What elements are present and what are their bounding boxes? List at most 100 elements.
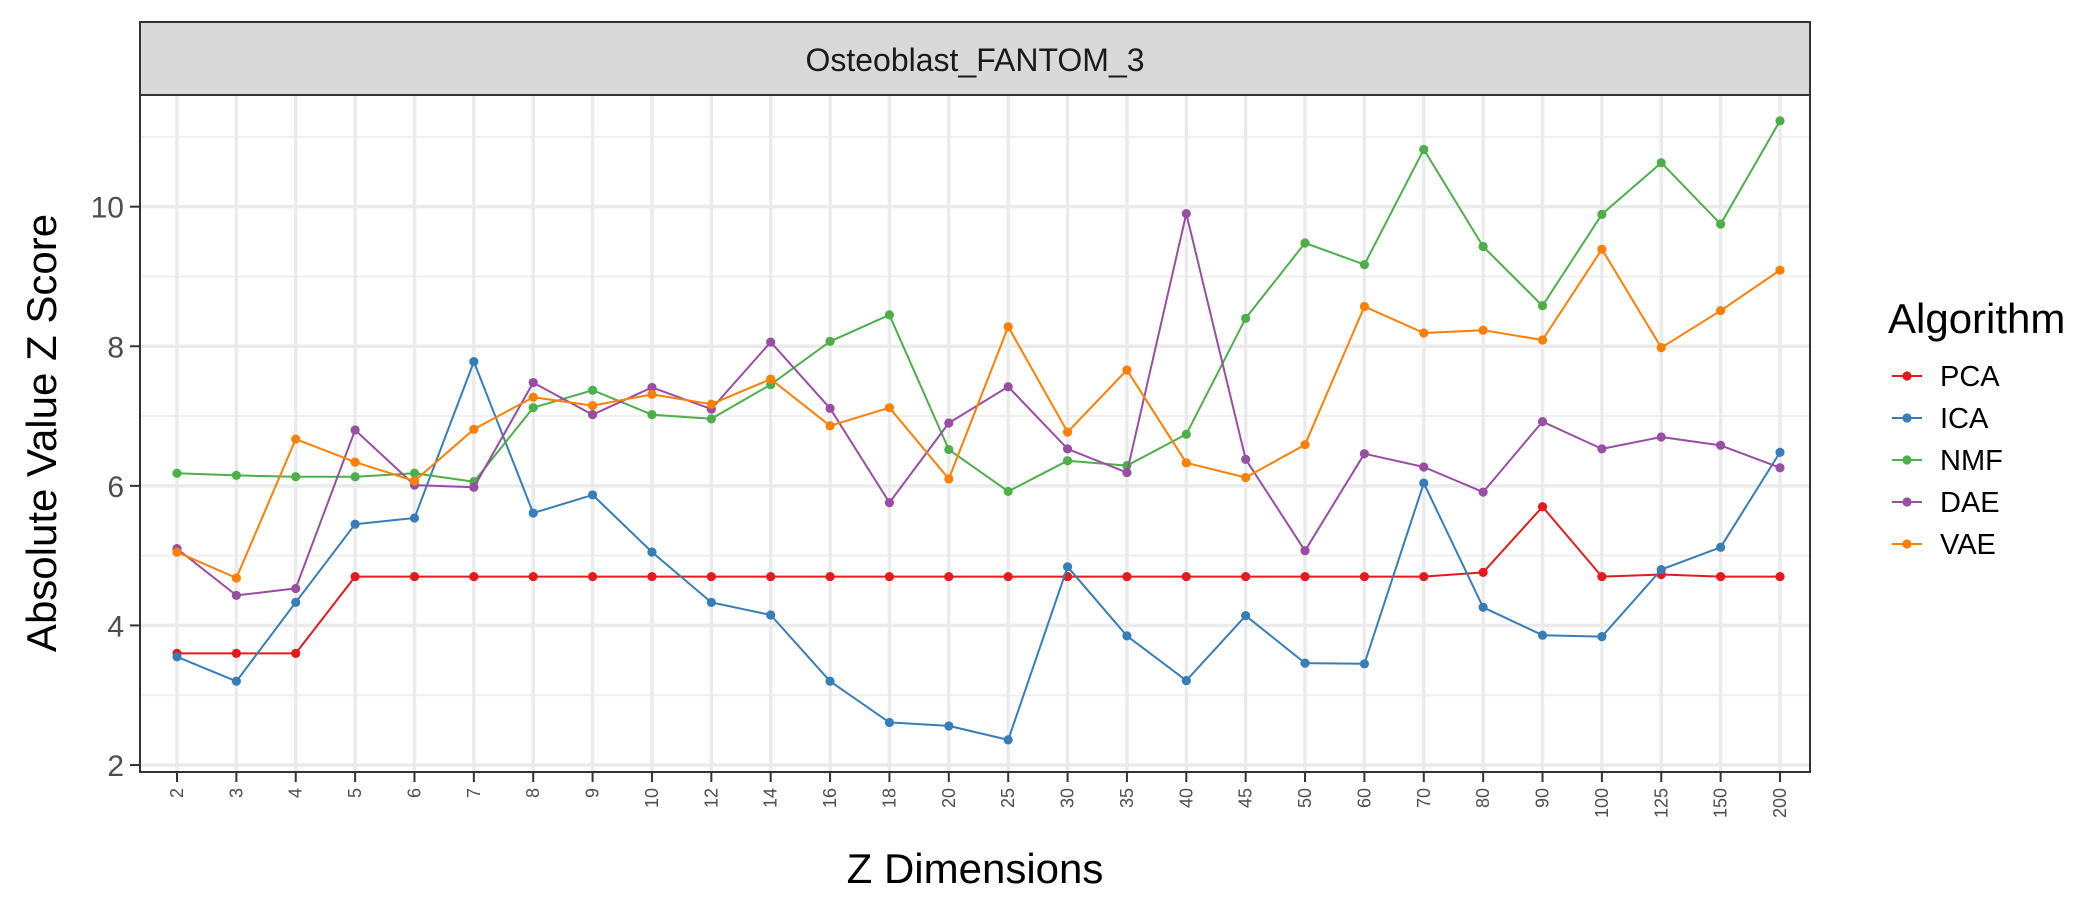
x-tick-label: 14 xyxy=(761,788,781,808)
data-point-dae xyxy=(1419,462,1429,472)
x-tick-label: 18 xyxy=(879,788,899,808)
data-point-nmf xyxy=(706,414,716,424)
data-point-ica xyxy=(1122,631,1132,641)
data-point-ica xyxy=(1775,447,1785,457)
data-point-vae xyxy=(1241,472,1251,483)
data-point-pca xyxy=(350,571,360,582)
data-point-ica xyxy=(944,721,954,731)
data-point-nmf xyxy=(587,385,598,395)
data-point-ica xyxy=(825,676,835,686)
data-point-ica xyxy=(1656,564,1666,575)
data-point-dae xyxy=(944,418,954,428)
legend-label: NMF xyxy=(1940,445,2003,477)
data-point-vae xyxy=(766,374,776,384)
data-point-ica xyxy=(1716,542,1726,552)
data-point-vae xyxy=(1775,265,1785,275)
data-point-ica xyxy=(350,519,360,529)
data-point-dae xyxy=(1003,382,1013,392)
x-tick-label: 40 xyxy=(1176,788,1196,808)
data-point-vae xyxy=(1478,325,1488,335)
data-point-pca xyxy=(1419,571,1429,582)
data-point-nmf xyxy=(1003,486,1013,497)
series-layer xyxy=(172,116,1785,745)
data-point-pca xyxy=(409,571,420,582)
data-point-ica xyxy=(1300,658,1310,668)
data-point-dae xyxy=(1122,467,1132,478)
data-point-vae xyxy=(884,403,895,413)
data-point-pca xyxy=(587,571,598,582)
data-point-dae xyxy=(1241,454,1251,464)
data-point-pca xyxy=(647,571,657,582)
data-point-vae xyxy=(1537,335,1548,345)
legend-label: VAE xyxy=(1940,529,1996,561)
x-tick-label: 7 xyxy=(464,788,484,798)
data-point-vae xyxy=(647,389,657,400)
legend-item-nmf: NMF xyxy=(1892,445,2003,477)
data-point-pca xyxy=(1775,571,1785,582)
legend: Algorithm PCA ICA NMF DAE VAE xyxy=(1888,295,2065,561)
x-tick-label: 3 xyxy=(226,788,246,798)
data-point-ica xyxy=(528,508,538,518)
x-tick-label: 4 xyxy=(286,788,306,798)
legend-key-point xyxy=(1902,539,1912,549)
series-line-vae xyxy=(176,248,1781,579)
x-axis: 2 3 4 5 6 7 8 9 10 12 14 16 18 20 25 30 35 40 45 50 60 70 80 90… xyxy=(167,772,1790,818)
data-point-nmf xyxy=(409,468,420,478)
data-point-pca xyxy=(1597,571,1607,582)
data-point-dae xyxy=(1597,444,1607,454)
series-line-pca xyxy=(177,505,1780,655)
data-point-nmf xyxy=(884,310,895,320)
data-point-nmf xyxy=(1359,259,1370,270)
x-tick-label: 20 xyxy=(939,788,959,808)
y-axis: 2 4 6 8 10 xyxy=(91,192,140,783)
data-point-pca xyxy=(884,571,895,582)
data-point-nmf xyxy=(825,336,835,346)
legend-label: ICA xyxy=(1940,403,1989,435)
data-point-ica xyxy=(587,490,598,500)
facet-title: Osteoblast_FANTOM_3 xyxy=(805,42,1144,78)
data-point-dae xyxy=(587,410,598,420)
data-point-ica xyxy=(1478,602,1488,612)
data-point-nmf xyxy=(1775,116,1785,126)
y-tick-label: 10 xyxy=(91,192,124,225)
data-point-ica xyxy=(884,717,895,728)
data-point-vae xyxy=(587,400,598,411)
x-tick-label: 25 xyxy=(998,788,1018,808)
legend-item-ica: ICA xyxy=(1892,403,1989,435)
data-point-vae xyxy=(528,392,538,402)
x-tick-label: 125 xyxy=(1651,788,1671,818)
series-line-nmf xyxy=(176,120,1781,493)
x-tick-label: 100 xyxy=(1592,788,1612,818)
data-point-vae xyxy=(944,474,954,484)
data-point-dae xyxy=(766,337,776,347)
y-tick-label: 4 xyxy=(107,610,124,643)
data-point-nmf xyxy=(1062,456,1073,466)
data-point-vae xyxy=(706,399,716,409)
legend-key-point xyxy=(1902,455,1912,465)
data-point-nmf xyxy=(1597,209,1607,219)
data-point-vae xyxy=(1656,343,1666,353)
data-point-dae xyxy=(528,377,538,388)
data-point-vae xyxy=(350,457,360,467)
series-pca xyxy=(172,502,1785,658)
data-point-vae xyxy=(231,573,241,583)
plot-panel xyxy=(140,95,1810,772)
data-point-nmf xyxy=(1241,313,1251,323)
data-point-vae xyxy=(1003,322,1013,332)
data-point-nmf xyxy=(172,468,182,478)
data-point-ica xyxy=(647,547,657,557)
x-tick-label: 12 xyxy=(701,788,721,808)
data-point-dae xyxy=(291,583,301,594)
x-tick-label: 35 xyxy=(1117,788,1137,808)
data-point-pca xyxy=(1537,502,1548,512)
x-tick-label: 200 xyxy=(1770,788,1790,818)
data-point-nmf xyxy=(1300,238,1310,248)
data-point-pca xyxy=(706,571,716,582)
x-tick-label: 30 xyxy=(1058,788,1078,808)
minor-gridlines xyxy=(140,135,1810,697)
data-point-dae xyxy=(884,497,895,508)
x-tick-label: 5 xyxy=(345,788,365,798)
data-point-dae xyxy=(1300,546,1310,556)
data-point-nmf xyxy=(647,410,657,420)
x-tick-label: 9 xyxy=(583,788,603,798)
